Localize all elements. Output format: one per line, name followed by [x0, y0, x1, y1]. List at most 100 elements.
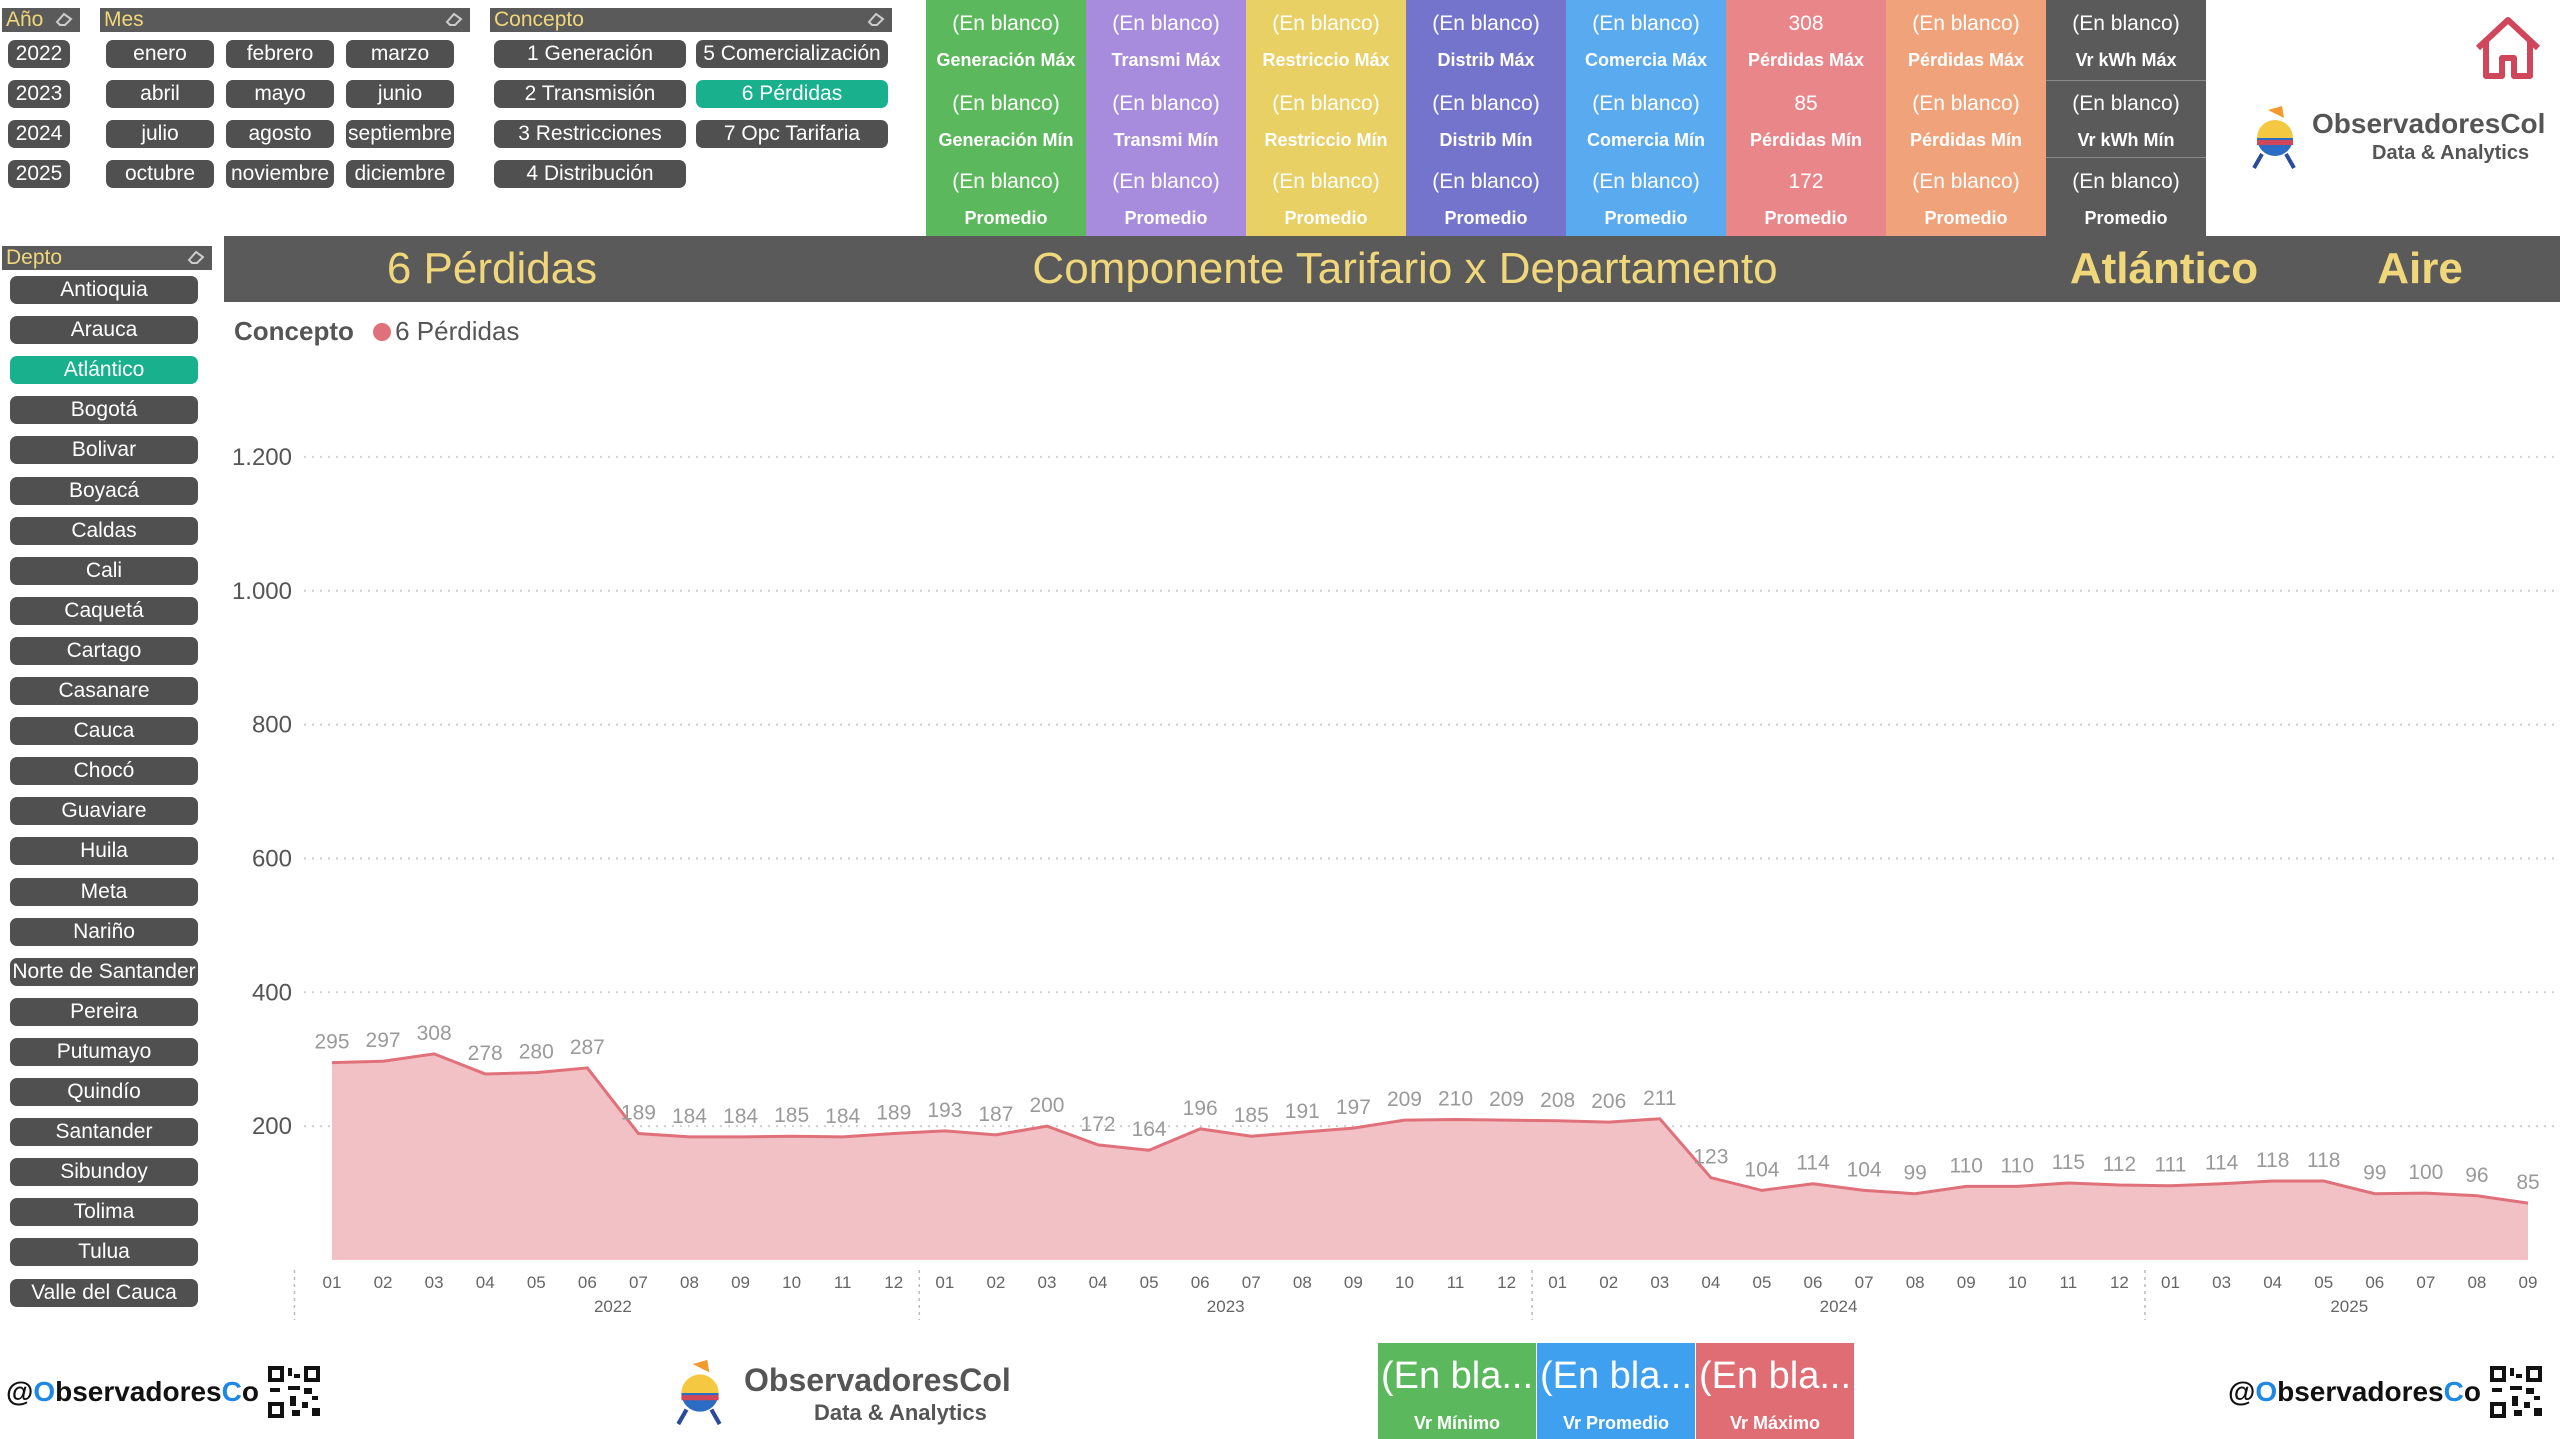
eraser-icon[interactable]	[186, 249, 206, 265]
month-option-septiembre[interactable]: septiembre	[346, 120, 454, 148]
concept-option-6[interactable]: 4 Distribución	[494, 160, 686, 188]
month-option-marzo[interactable]: marzo	[346, 40, 454, 68]
month-option-abril[interactable]: abril	[106, 80, 214, 108]
data-label: 110	[2001, 1154, 2034, 1177]
depto-option-25[interactable]: Valle del Cauca	[10, 1278, 198, 1307]
data-label: 297	[366, 1029, 401, 1052]
kpi-avg-value: (En blanco)	[1592, 170, 1700, 193]
concept-option-1[interactable]: 5 Comercialización	[696, 40, 888, 68]
kpi-min-label: Comercia Mín	[1586, 130, 1706, 150]
data-label: 115	[2052, 1151, 2085, 1174]
concept-option-3[interactable]: 6 Pérdidas	[696, 80, 888, 108]
year-label: 2023	[1207, 1297, 1245, 1316]
depto-option-15[interactable]: Meta	[10, 877, 198, 906]
summary-box-0: (En bla... Vr Mínimo	[1378, 1343, 1536, 1439]
home-icon[interactable]	[2472, 14, 2544, 82]
year-option-2023[interactable]: 2023	[8, 80, 70, 108]
depto-option-11[interactable]: Cauca	[10, 717, 198, 746]
data-label: 114	[1796, 1152, 1830, 1175]
depto-option-2[interactable]: Atlántico	[10, 356, 198, 385]
concept-slicer-header: Concepto	[490, 8, 892, 32]
x-tick-label: 09	[1344, 1273, 1363, 1292]
depto-option-22[interactable]: Sibundoy	[10, 1158, 198, 1187]
eraser-icon[interactable]	[444, 11, 464, 27]
concept-option-5[interactable]: 7 Opc Tarifaria	[696, 120, 888, 148]
x-tick-label: 03	[1650, 1273, 1669, 1292]
data-label: 278	[468, 1042, 503, 1065]
data-label: 164	[1132, 1118, 1167, 1141]
summary-value: (En bla...	[1698, 1355, 1852, 1397]
month-option-julio[interactable]: julio	[106, 120, 214, 148]
depto-option-10[interactable]: Casanare	[10, 677, 198, 705]
depto-option-16[interactable]: Nariño	[10, 917, 198, 946]
month-option-agosto[interactable]: agosto	[226, 120, 334, 148]
data-label: 104	[1744, 1158, 1779, 1181]
month-option-mayo[interactable]: mayo	[226, 80, 334, 108]
kpi-column-1: (En blanco) Transmi Máx (En blanco) Transmi…	[1086, 0, 1246, 237]
data-label: 185	[774, 1104, 809, 1127]
kpi-avg-label: Promedio	[1124, 208, 1208, 228]
depto-option-19[interactable]: Putumayo	[10, 1037, 198, 1066]
depto-option-1[interactable]: Arauca	[10, 316, 198, 345]
eraser-icon[interactable]	[866, 11, 886, 27]
summary-label: Vr Mínimo	[1413, 1413, 1500, 1433]
depto-option-20[interactable]: Quindío	[10, 1078, 198, 1106]
kpi-max-value: (En blanco)	[1592, 12, 1700, 35]
data-label: 196	[1183, 1097, 1218, 1120]
kpi-column-7: (En blanco) Vr kWh Máx (En blanco) Vr kWh M…	[2046, 0, 2206, 237]
month-option-noviembre[interactable]: noviembre	[226, 160, 334, 188]
x-tick-label: 10	[1395, 1273, 1414, 1292]
depto-option-24[interactable]: Tulua	[10, 1238, 198, 1267]
data-label: 118	[2307, 1149, 2340, 1172]
x-tick-label: 02	[374, 1273, 393, 1292]
depto-option-7[interactable]: Cali	[10, 556, 198, 585]
x-tick-label: 01	[2161, 1273, 2180, 1292]
depto-option-3[interactable]: Bogotá	[10, 396, 198, 425]
summary-value: (En bla...	[1380, 1355, 1534, 1397]
x-tick-label: 04	[2263, 1273, 2282, 1292]
qr-code-icon	[266, 1364, 322, 1420]
depto-option-13[interactable]: Guaviare	[10, 797, 198, 826]
month-option-junio[interactable]: junio	[346, 80, 454, 108]
month-slicer-header: Mes	[100, 8, 470, 32]
kpi-max-label: Vr kWh Máx	[2075, 50, 2177, 70]
year-option-2022[interactable]: 2022	[8, 40, 70, 68]
depto-option-23[interactable]: Tolima	[10, 1198, 198, 1227]
kpi-min-value: (En blanco)	[1272, 92, 1380, 115]
depto-option-6[interactable]: Caldas	[10, 516, 198, 545]
depto-option-0[interactable]: Antioquia	[10, 276, 198, 304]
x-tick-label: 07	[1242, 1273, 1261, 1292]
concept-option-0[interactable]: 1 Generación	[494, 40, 686, 68]
month-option-enero[interactable]: enero	[106, 40, 214, 68]
depto-option-12[interactable]: Chocó	[10, 757, 198, 786]
concept-option-2[interactable]: 2 Transmisión	[494, 80, 686, 108]
x-tick-label: 08	[1293, 1273, 1312, 1292]
depto-option-18[interactable]: Pereira	[10, 997, 198, 1026]
twitter-handle-right: @ObservadoresCo	[2228, 1376, 2481, 1408]
depto-option-5[interactable]: Boyacá	[10, 476, 198, 505]
depto-option-17[interactable]: Norte de Santander	[10, 957, 198, 986]
kpi-min-value: 85	[1794, 92, 1818, 115]
depto-option-14[interactable]: Huila	[10, 837, 198, 866]
data-label: 189	[621, 1102, 656, 1125]
data-label: 280	[519, 1041, 554, 1064]
x-tick-label: 11	[834, 1273, 852, 1292]
depto-option-8[interactable]: Caquetá	[10, 596, 198, 625]
concept-option-4[interactable]: 3 Restricciones	[494, 120, 686, 148]
month-option-octubre[interactable]: octubre	[106, 160, 214, 188]
kpi-max-value: (En blanco)	[952, 12, 1060, 35]
month-option-diciembre[interactable]: diciembre	[346, 160, 454, 188]
x-tick-label: 09	[2519, 1273, 2538, 1292]
year-option-2025[interactable]: 2025	[8, 160, 70, 188]
depto-option-9[interactable]: Cartago	[10, 636, 198, 665]
eraser-icon[interactable]	[54, 11, 74, 27]
year-option-2024[interactable]: 2024	[8, 120, 70, 148]
depto-option-4[interactable]: Bolivar	[10, 436, 198, 465]
month-option-febrero[interactable]: febrero	[226, 40, 334, 68]
data-label: 185	[1234, 1104, 1269, 1127]
kpi-avg-label: Promedio	[1924, 208, 2008, 228]
depto-option-21[interactable]: Santander	[10, 1118, 198, 1147]
kpi-max-label: Pérdidas Máx	[1907, 50, 2025, 70]
year-label: 2025	[2330, 1297, 2368, 1316]
kpi-avg-label: Promedio	[1284, 208, 1368, 228]
